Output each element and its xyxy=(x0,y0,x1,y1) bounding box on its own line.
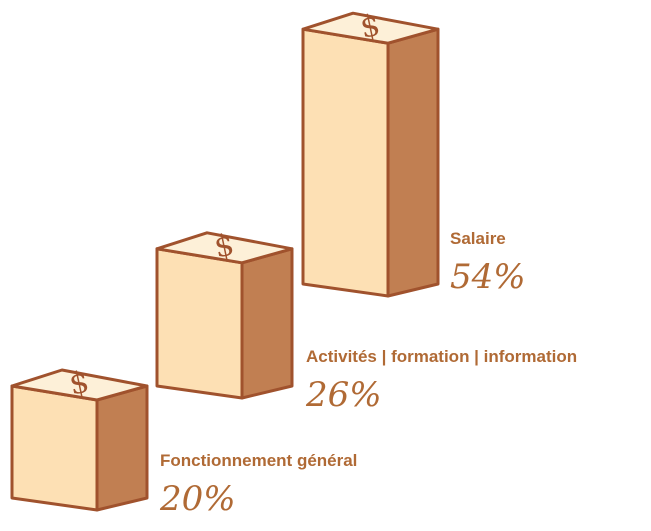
box-front xyxy=(10,384,99,512)
box-top xyxy=(155,231,294,265)
box-side xyxy=(386,27,440,298)
box xyxy=(10,368,149,512)
category-label: Activités | formation | information xyxy=(306,347,577,366)
category-label: Salaire xyxy=(450,229,506,248)
value-label: 54% xyxy=(450,257,526,297)
box-top xyxy=(301,11,440,45)
box-side xyxy=(240,247,294,400)
value-label: 26% xyxy=(305,375,382,415)
value-label: 20% xyxy=(159,479,236,519)
box xyxy=(301,11,440,298)
box-top xyxy=(10,368,149,402)
box-front xyxy=(301,27,390,298)
box-side xyxy=(95,384,149,512)
box xyxy=(155,231,294,400)
category-label: Fonctionnement général xyxy=(160,451,357,470)
box-front xyxy=(155,247,244,400)
